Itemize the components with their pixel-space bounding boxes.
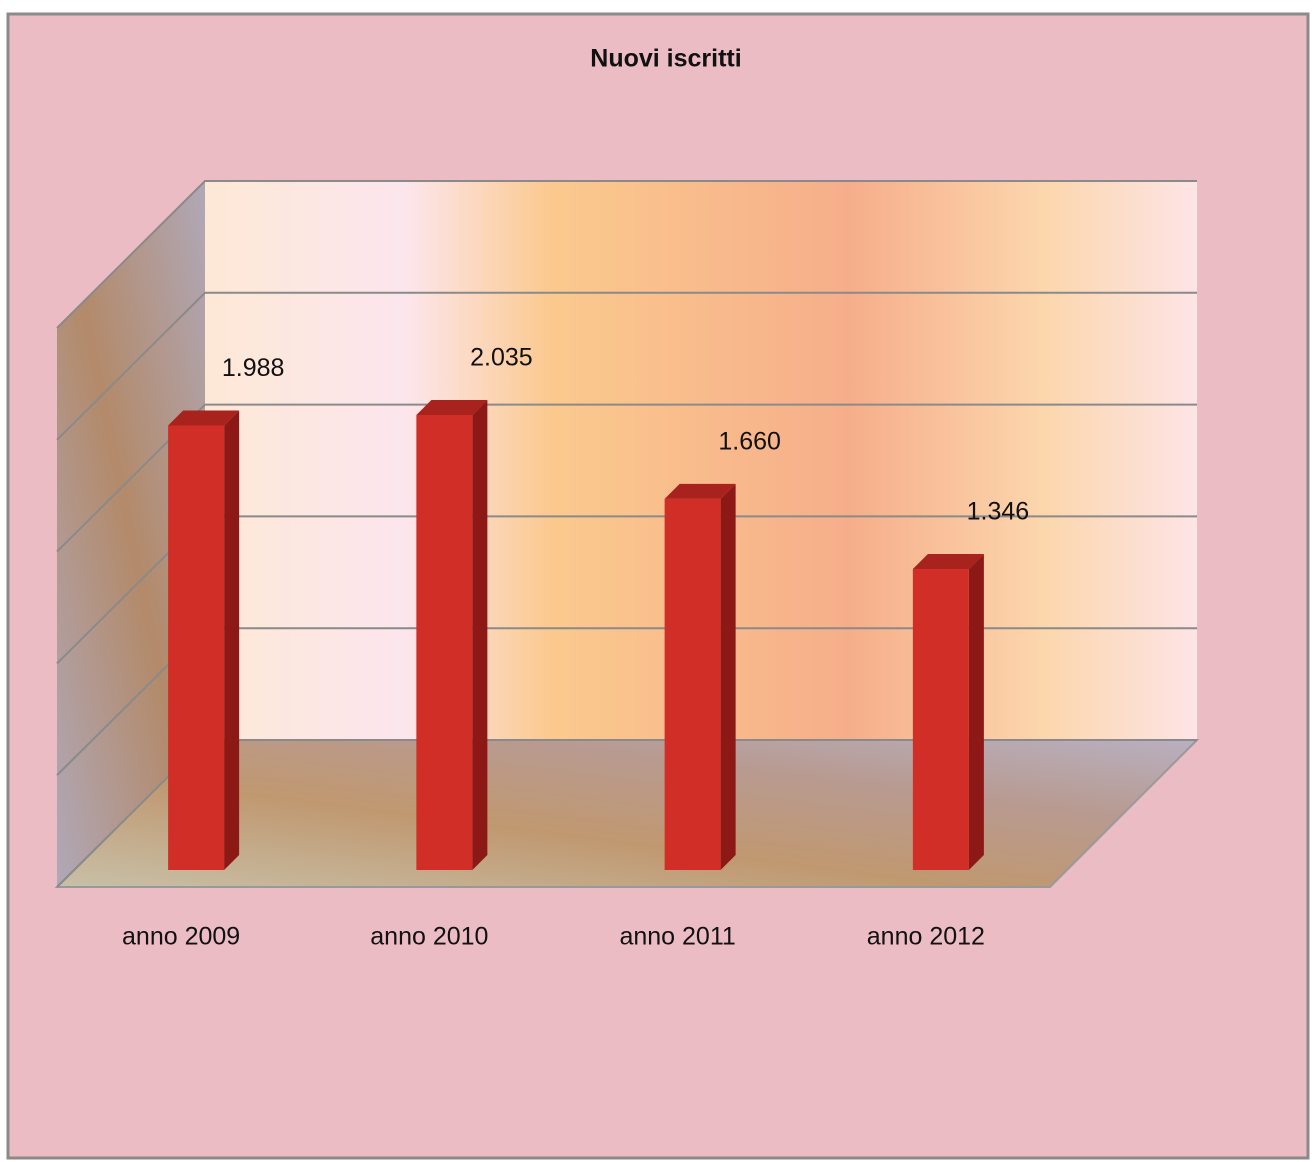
bar <box>664 498 721 870</box>
bar <box>416 414 473 870</box>
data-label: 1.660 <box>718 427 781 455</box>
x-tick-label: anno 2012 <box>867 923 985 951</box>
bar-top <box>168 410 240 426</box>
grid-line <box>56 180 1197 329</box>
bar-top <box>912 554 984 570</box>
x-tick-label: anno 2009 <box>122 923 240 951</box>
data-label: 2.035 <box>470 344 533 372</box>
side-wall <box>57 181 205 887</box>
bar <box>912 569 969 870</box>
data-label: 1.346 <box>967 498 1030 526</box>
grid-line <box>56 403 1197 553</box>
data-label: 1.988 <box>222 354 285 382</box>
bar-side <box>472 399 488 870</box>
chart-title: Nuovi iscritti <box>590 45 741 73</box>
bar <box>168 425 225 870</box>
bar-top <box>664 483 736 499</box>
x-tick-label: anno 2011 <box>619 923 735 951</box>
bar-side <box>968 554 984 870</box>
bar-side <box>224 410 240 870</box>
x-tick-label: anno 2010 <box>370 923 488 951</box>
bar-side <box>720 483 736 870</box>
bar-top <box>416 399 488 415</box>
grid-line <box>56 291 1197 441</box>
